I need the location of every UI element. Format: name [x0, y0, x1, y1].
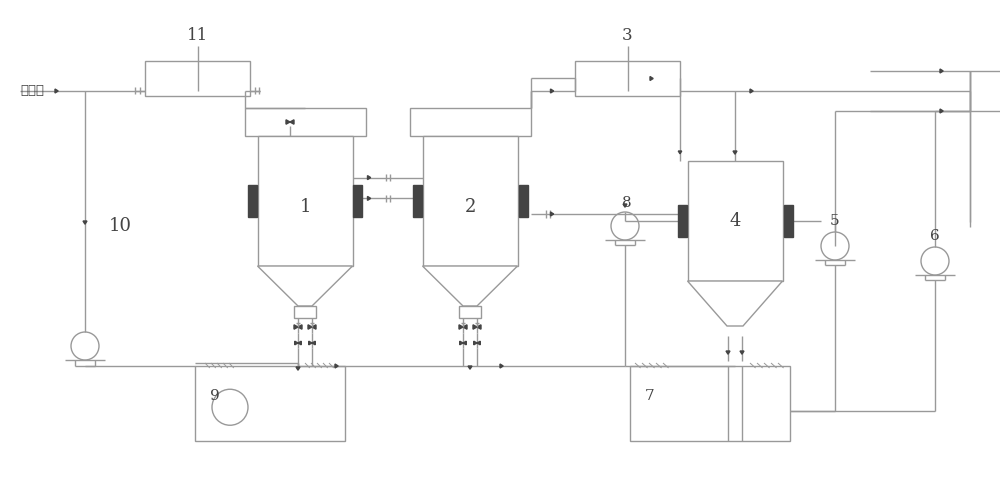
- Polygon shape: [422, 266, 518, 306]
- Text: 3: 3: [622, 28, 633, 45]
- Polygon shape: [460, 341, 463, 345]
- Polygon shape: [474, 341, 477, 345]
- Polygon shape: [463, 341, 466, 345]
- Polygon shape: [740, 351, 744, 354]
- Polygon shape: [550, 89, 554, 93]
- Polygon shape: [290, 120, 294, 124]
- Polygon shape: [726, 351, 730, 354]
- Polygon shape: [473, 325, 477, 329]
- Bar: [688, 161, 782, 281]
- Polygon shape: [312, 325, 316, 329]
- Bar: [518, 185, 528, 217]
- Text: 10: 10: [108, 217, 132, 235]
- Text: 粗盐水: 粗盐水: [20, 85, 44, 98]
- Polygon shape: [468, 366, 472, 369]
- Text: 7: 7: [645, 389, 655, 403]
- Text: 5: 5: [830, 214, 840, 228]
- Polygon shape: [477, 325, 481, 329]
- Polygon shape: [650, 76, 653, 81]
- Bar: [353, 185, 362, 217]
- Bar: [244, 108, 366, 136]
- Bar: [248, 185, 256, 217]
- Polygon shape: [940, 69, 943, 73]
- Polygon shape: [258, 266, 352, 306]
- Bar: [422, 136, 518, 266]
- Text: 6: 6: [930, 229, 940, 243]
- Polygon shape: [298, 325, 302, 329]
- Text: 9: 9: [210, 389, 220, 403]
- Bar: [678, 205, 686, 237]
- Text: 1: 1: [299, 198, 311, 216]
- Polygon shape: [750, 89, 753, 93]
- Polygon shape: [459, 325, 463, 329]
- Text: 8: 8: [622, 196, 632, 210]
- Text: 4: 4: [729, 212, 741, 230]
- Polygon shape: [550, 212, 554, 216]
- Bar: [258, 136, 352, 266]
- Bar: [410, 108, 530, 136]
- Polygon shape: [55, 89, 58, 93]
- Polygon shape: [294, 325, 298, 329]
- Polygon shape: [309, 341, 312, 345]
- Text: 2: 2: [464, 198, 476, 216]
- Polygon shape: [368, 196, 371, 200]
- Bar: [195, 366, 345, 441]
- Polygon shape: [463, 325, 467, 329]
- Bar: [145, 61, 250, 96]
- Polygon shape: [688, 281, 782, 326]
- Polygon shape: [368, 175, 371, 180]
- Polygon shape: [296, 367, 300, 370]
- Polygon shape: [335, 364, 338, 368]
- Polygon shape: [298, 341, 301, 345]
- Bar: [413, 185, 422, 217]
- Polygon shape: [286, 120, 290, 124]
- Polygon shape: [83, 221, 87, 224]
- Bar: [630, 366, 790, 441]
- Bar: [459, 306, 481, 318]
- Bar: [575, 61, 680, 96]
- Polygon shape: [308, 325, 312, 329]
- Polygon shape: [312, 341, 315, 345]
- Bar: [784, 205, 792, 237]
- Polygon shape: [477, 341, 480, 345]
- Polygon shape: [940, 109, 943, 113]
- Polygon shape: [623, 204, 627, 207]
- Text: 11: 11: [187, 28, 208, 45]
- Polygon shape: [733, 151, 737, 154]
- Bar: [294, 306, 316, 318]
- Polygon shape: [295, 341, 298, 345]
- Polygon shape: [500, 364, 503, 368]
- Polygon shape: [678, 151, 682, 154]
